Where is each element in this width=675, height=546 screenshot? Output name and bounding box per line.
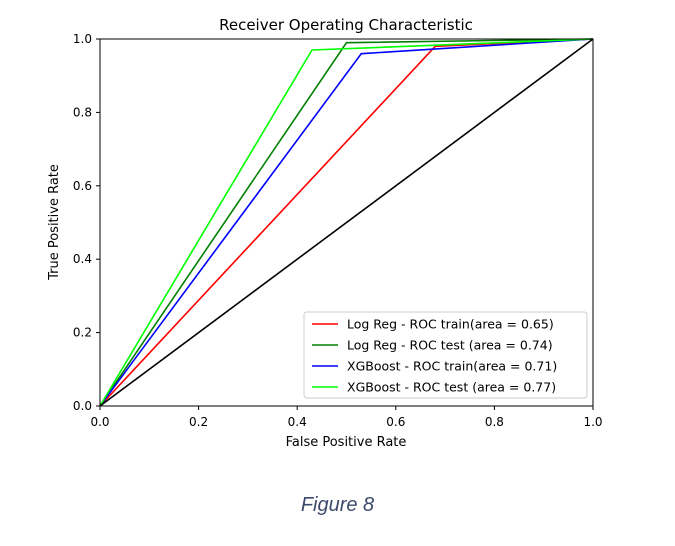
figure-caption: Figure 8: [300, 494, 375, 516]
x-tick-label: 0.4: [288, 415, 307, 429]
legend-entry-4: XGBoost - ROC test (area = 0.77): [347, 380, 556, 395]
y-tick-label: 0.6: [73, 179, 92, 193]
x-tick-label: 0.2: [189, 415, 208, 429]
legend-entry-1: Log Reg - ROC train(area = 0.65): [347, 317, 554, 332]
y-tick-label: 0.4: [73, 252, 92, 266]
y-axis-ticks: 0.0 0.2 0.4 0.6 0.8 1.0: [73, 32, 100, 413]
series-line-3: [99, 38, 594, 407]
legend-entry-2: Log Reg - ROC test (area = 0.74): [347, 338, 553, 353]
plot-lines: [99, 38, 594, 407]
y-tick-label: 0.2: [73, 326, 92, 340]
series-line-2: [99, 38, 594, 407]
reference-diagonal-line: [99, 38, 594, 407]
axes-frame: [99, 38, 594, 407]
y-axis-label: True Positive Rate: [47, 164, 62, 281]
roc-chart: Receiver Operating Characteristic 0.0 0.2…: [47, 16, 603, 450]
legend-entry-3: XGBoost - ROC train(area = 0.71): [347, 359, 557, 374]
x-axis-label: False Positive Rate: [286, 435, 407, 450]
y-tick-label: 1.0: [73, 32, 92, 46]
x-tick-label: 0.0: [90, 415, 109, 429]
series-line-4: [99, 38, 594, 407]
x-axis-ticks: 0.0 0.2 0.4 0.6 0.8 1.0: [90, 406, 603, 429]
y-tick-label: 0.8: [73, 105, 92, 119]
x-tick-label: 0.8: [485, 415, 504, 429]
chart-title: Receiver Operating Characteristic: [219, 16, 473, 34]
legend-box: [303, 311, 588, 399]
x-tick-label: 0.6: [386, 415, 405, 429]
legend: Log Reg - ROC train(area = 0.65) Log Reg …: [303, 311, 588, 399]
x-tick-label: 1.0: [583, 415, 602, 429]
y-tick-label: 0.0: [73, 399, 92, 413]
